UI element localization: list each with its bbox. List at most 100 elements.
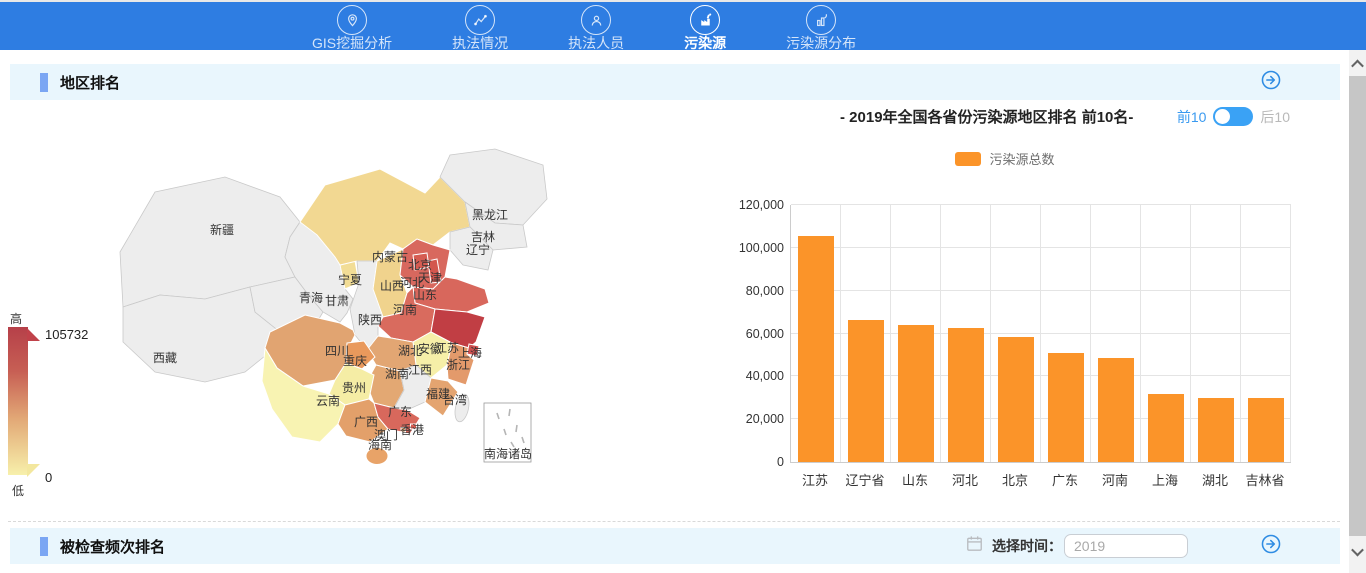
province-label-天津: 天津 xyxy=(418,271,442,285)
y-tick-label: 0 xyxy=(718,455,784,469)
nav-item-enforcement-status[interactable]: 执法情况 xyxy=(452,2,508,52)
section-title: 被检查频次排名 xyxy=(60,536,165,557)
province-label-黑龙江: 黑龙江 xyxy=(472,208,508,222)
section-divider xyxy=(8,521,1340,522)
nav-label: 执法人员 xyxy=(568,35,624,52)
province-label-重庆: 重庆 xyxy=(343,354,367,368)
bottom10-label[interactable]: 后10 xyxy=(1260,107,1290,127)
map-gradient-bar xyxy=(8,327,28,475)
province-label-贵州: 贵州 xyxy=(342,381,366,395)
x-tick-label: 山东 xyxy=(890,470,940,489)
map-legend-max-marker xyxy=(27,328,40,341)
province-label-内蒙古: 内蒙古 xyxy=(372,249,408,264)
province-label-陕西: 陕西 xyxy=(358,312,382,327)
dashboard: GIS挖掘分析 执法情况 执法人员 xyxy=(0,0,1366,573)
province-label-河南: 河南 xyxy=(393,302,417,317)
province-label-浙江: 浙江 xyxy=(446,358,470,372)
province-label-北京: 北京 xyxy=(408,258,432,272)
y-tick-label: 60,000 xyxy=(718,327,784,341)
x-tick-label: 上海 xyxy=(1140,470,1190,489)
chart-legend[interactable]: 污染源总数 xyxy=(790,149,1220,168)
x-tick-label: 北京 xyxy=(990,470,1040,489)
province-label-山东: 山东 xyxy=(413,288,437,302)
province-label-吉林: 吉林 xyxy=(471,230,495,244)
province-label-香港: 香港 xyxy=(400,423,424,437)
province-label-台湾: 台湾 xyxy=(443,392,467,407)
y-tick-label: 40,000 xyxy=(718,369,784,383)
x-tick-label: 广东 xyxy=(1040,470,1090,489)
nav-item-gis-analysis[interactable]: GIS挖掘分析 xyxy=(312,2,392,52)
province-label-澳门: 澳门 xyxy=(374,427,398,442)
region-ranking-header: 地区排名 xyxy=(10,64,1340,100)
scrollbar-thumb[interactable] xyxy=(1349,76,1366,536)
top10-bottom10-toggle[interactable] xyxy=(1213,107,1253,126)
nav-item-pollution-distribution[interactable]: 污染源分布 xyxy=(786,2,856,52)
factory-icon xyxy=(690,5,720,35)
map-legend-min-value: 0 xyxy=(45,470,52,485)
people-icon xyxy=(581,5,611,35)
y-tick-label: 120,000 xyxy=(718,198,784,212)
province-label-广西: 广西 xyxy=(354,415,378,429)
map-pin-icon xyxy=(337,5,367,35)
bar-吉林省 xyxy=(1248,398,1284,462)
nav-item-enforcement-staff[interactable]: 执法人员 xyxy=(568,2,624,52)
x-tick-label: 河南 xyxy=(1090,470,1140,489)
province-label-辽宁: 辽宁 xyxy=(466,242,490,257)
map-legend-low-label: 低 xyxy=(12,482,24,499)
chart-y-axis: 020,00040,00060,00080,000100,000120,000 xyxy=(718,205,784,462)
nav-label: 污染源 xyxy=(684,35,726,52)
time-select-label: 选择时间： xyxy=(992,536,1062,556)
x-tick-label: 湖北 xyxy=(1190,470,1240,489)
legend-swatch xyxy=(955,152,981,166)
nav-label: 执法情况 xyxy=(452,35,508,52)
bar-北京 xyxy=(998,337,1034,463)
province-label-宁夏: 宁夏 xyxy=(338,272,362,287)
province-label-新疆: 新疆 xyxy=(210,222,234,237)
scroll-up-button[interactable] xyxy=(1349,56,1366,73)
check-frequency-header: 被检查频次排名 选择时间： xyxy=(10,528,1340,564)
chevron-down-icon xyxy=(1351,544,1364,557)
factory-bars-icon xyxy=(806,5,836,35)
y-tick-label: 80,000 xyxy=(718,284,784,298)
province-label-南海诸岛: 南海诸岛 xyxy=(484,446,532,461)
bar-上海 xyxy=(1148,394,1184,462)
province-label-湖北: 湖北 xyxy=(398,343,422,358)
refresh-arrow-icon[interactable] xyxy=(1260,69,1282,96)
map-legend-max-value: 105732 xyxy=(45,327,88,342)
bar-辽宁省 xyxy=(848,320,884,462)
refresh-arrow-icon[interactable] xyxy=(1260,533,1282,560)
nav-item-pollution-source[interactable]: 污染源 xyxy=(684,2,726,52)
scroll-down-button[interactable] xyxy=(1349,543,1366,560)
bar-山东 xyxy=(898,325,934,462)
toggle-knob xyxy=(1215,109,1230,124)
y-tick-label: 100,000 xyxy=(718,241,784,255)
province-label-广东: 广东 xyxy=(388,405,412,419)
calendar-icon[interactable] xyxy=(965,534,984,558)
bar-chart[interactable] xyxy=(790,205,1291,463)
province-label-甘肃: 甘肃 xyxy=(325,294,349,308)
vertical-scrollbar[interactable] xyxy=(1349,50,1366,573)
nav-label: 污染源分布 xyxy=(786,35,856,52)
map-legend-min-marker xyxy=(27,464,40,477)
chart-title: - 2019年全国各省份污染源地区排名 前10名- xyxy=(840,106,1133,127)
accent-bar xyxy=(40,537,48,556)
bar-湖北 xyxy=(1198,398,1234,462)
year-input[interactable] xyxy=(1064,534,1188,558)
x-tick-label: 辽宁省 xyxy=(840,470,890,489)
province-label-上海: 上海 xyxy=(458,345,482,360)
x-tick-label: 江苏 xyxy=(790,470,840,489)
province-label-云南: 云南 xyxy=(316,393,340,408)
bar-江苏 xyxy=(798,236,834,462)
province-label-湖南: 湖南 xyxy=(385,366,409,381)
province-label-青海: 青海 xyxy=(299,290,323,305)
top-nav: GIS挖掘分析 执法情况 执法人员 xyxy=(0,0,1366,50)
chevron-up-icon xyxy=(1351,60,1364,73)
bar-广东 xyxy=(1048,353,1084,462)
x-tick-label: 河北 xyxy=(940,470,990,489)
map-legend-high-label: 高 xyxy=(10,310,22,327)
nav-label: GIS挖掘分析 xyxy=(312,35,392,52)
province-label-西藏: 西藏 xyxy=(153,351,177,365)
chart-x-axis: 江苏辽宁省山东河北北京广东河南上海湖北吉林省 xyxy=(790,470,1290,489)
china-map[interactable]: 南海诸岛新疆西藏青海甘肃宁夏内蒙古黑龙江吉林辽宁陕西山西河北北京天津山东河南江苏… xyxy=(95,137,565,505)
top10-label[interactable]: 前10 xyxy=(1177,107,1207,127)
